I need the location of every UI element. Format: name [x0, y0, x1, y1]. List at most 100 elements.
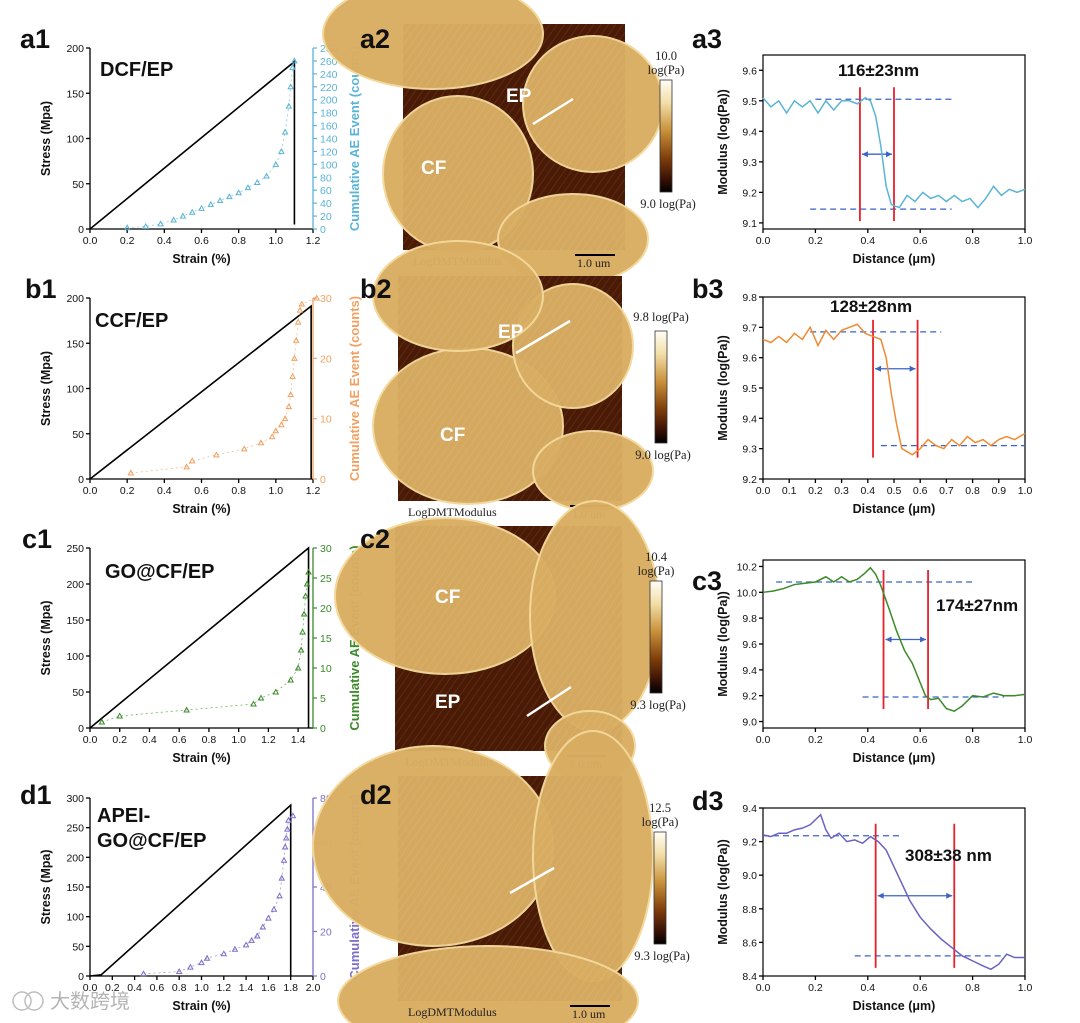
panel-label-b1: b1 [25, 274, 57, 304]
y-tick-label: 300 [66, 793, 84, 805]
x-tick-label: 0.2 [808, 734, 823, 746]
y2-tick-label: 40 [320, 198, 332, 210]
chart-title: GO@CF/EP [97, 830, 207, 852]
y-tick-label: 200 [66, 293, 84, 305]
y2-tick-label: 10 [320, 414, 332, 426]
y2-tick-label: 200 [320, 95, 338, 107]
panel-label-d3: d3 [692, 786, 724, 816]
y-tick-label: 150 [66, 882, 84, 894]
y2-tick-label: 0 [320, 971, 326, 983]
x-tick-label: 0.6 [172, 734, 187, 746]
x-tick-label: 0.5 [887, 485, 902, 497]
y-axis-label: Stress (Mpa) [39, 849, 53, 924]
colorbar-c2 [649, 580, 663, 694]
colorbar-top-label: 12.5 [649, 801, 671, 815]
y-tick-label: 250 [66, 543, 84, 555]
y-tick-label: 250 [66, 823, 84, 835]
ae-event-marker [272, 160, 280, 167]
colorbar-bottom-label: 9.3 log(Pa) [634, 949, 690, 963]
y-tick-label: 100 [66, 912, 84, 924]
stress-curve [89, 546, 310, 729]
x-axis-label: Distance (μm) [853, 252, 936, 266]
ae-event-marker [281, 415, 289, 422]
x-tick-label: 0.4 [860, 235, 875, 247]
ae-event-marker [220, 950, 228, 957]
profile-line [509, 866, 555, 895]
watermark-text: 大数跨境 [50, 989, 130, 1013]
ae-event-marker [300, 610, 308, 617]
ae-event-marker [289, 812, 297, 819]
y-tick-label: 200 [66, 579, 84, 591]
panel-label-d1: d1 [20, 780, 52, 810]
y-tick-label: 100 [66, 134, 84, 146]
y2-tick-label: 30 [320, 543, 332, 555]
interphase-thickness-label: 128±28nm [830, 297, 912, 316]
y2-tick-label: 0 [320, 224, 326, 236]
x-tick-label: 1.2 [261, 734, 276, 746]
y-tick-label: 8.8 [742, 904, 757, 916]
ae-event-marker [280, 856, 288, 863]
x-tick-label: 0.4 [157, 485, 172, 497]
x-tick-label: 0.6 [194, 235, 209, 247]
ae-event-marker [198, 959, 205, 966]
y-tick-label: 100 [66, 651, 84, 663]
ae-event-marker [298, 300, 306, 307]
colorbar-bottom-label: 9.3 log(Pa) [630, 698, 686, 712]
ae-event-marker [188, 208, 196, 215]
ae-event-marker [248, 936, 256, 943]
y-tick-label: 0 [78, 723, 84, 735]
ae-event-marker [281, 128, 289, 135]
arrow-head-right [886, 151, 892, 158]
ae-event-marker [235, 189, 243, 196]
modulus-profile [762, 323, 1026, 456]
arrow-head-right [909, 365, 916, 372]
y-tick-label: 9.4 [742, 665, 757, 677]
colorbar-bottom-label: 9.0 log(Pa) [640, 197, 696, 211]
colorbar-top-label: 10.0 [655, 49, 677, 63]
x-tick-label: 1.2 [216, 982, 231, 994]
y2-axis-label: Cumulative AE Event (counts) [347, 296, 362, 481]
ae-event-marker [282, 834, 290, 841]
y2-tick-label: 0 [320, 474, 326, 486]
chart-c1: 0.0 0.2 0.4 0.6 0.8 1.0 1.2 1.4 0 50 100 150 200 250 0… [39, 543, 362, 765]
y-tick-label: 9.4 [742, 413, 757, 425]
x-tick-label: 0.8 [231, 485, 246, 497]
y-tick-label: 50 [72, 687, 84, 699]
arrow-head-left [885, 636, 892, 643]
y-tick-label: 9.7 [742, 322, 757, 334]
panel-label-b3: b3 [692, 274, 724, 304]
x-tick-label: 0.8 [172, 982, 187, 994]
x-tick-label: 1.2 [306, 485, 321, 497]
profile-line [526, 685, 572, 718]
chart-a3: 0.0 0.2 0.4 0.6 0.8 1.0 9.1 9.2 9.3 9.4 9.5 9.6 Dist… [716, 54, 1032, 266]
x-tick-label: 0.4 [860, 982, 875, 994]
afm-label-ep: EP [506, 86, 532, 107]
ae-event-marker [297, 646, 305, 653]
x-tick-label: 0.4 [157, 235, 172, 247]
ae-event-marker [287, 676, 295, 683]
x-tick-label: 0.2 [120, 485, 135, 497]
ae-event-marker [265, 914, 272, 921]
ae-event-marker [291, 57, 298, 64]
x-axis-label: Strain (%) [172, 502, 230, 516]
y-axis-label: Modulus (log(Pa)) [716, 89, 730, 195]
x-tick-label: 0.9 [991, 485, 1006, 497]
ae-event-marker [242, 941, 250, 948]
chart-b1: 0.0 0.2 0.4 0.6 0.8 1.0 1.20501001502000102030… [39, 293, 362, 516]
stress-curve [89, 59, 296, 230]
panel-label-a2: a2 [360, 24, 390, 54]
ae-event-marker [183, 463, 190, 470]
y-tick-label: 9.0 [742, 717, 757, 729]
y2-tick-label: 80 [320, 172, 332, 184]
interphase-thickness-label: 308±38 nm [905, 846, 992, 865]
chart-c3: 0.0 0.2 0.4 0.6 0.8 1.0 9.0 9.2 9.4 9.6 9.8 10.0 10.… [716, 559, 1032, 765]
x-tick-label: 0.4 [860, 485, 875, 497]
y-tick-label: 8.6 [742, 937, 757, 949]
x-tick-label: 0.0 [83, 235, 98, 247]
y-axis-label: Stress (Mpa) [39, 600, 53, 675]
x-tick-label: 0.2 [808, 982, 823, 994]
ae-event-marker [263, 172, 270, 179]
scale-bar-label: 1.0 um [572, 1007, 606, 1021]
arrow-head-left [875, 365, 882, 372]
y-axis-label: Modulus (log(Pa)) [716, 335, 730, 441]
